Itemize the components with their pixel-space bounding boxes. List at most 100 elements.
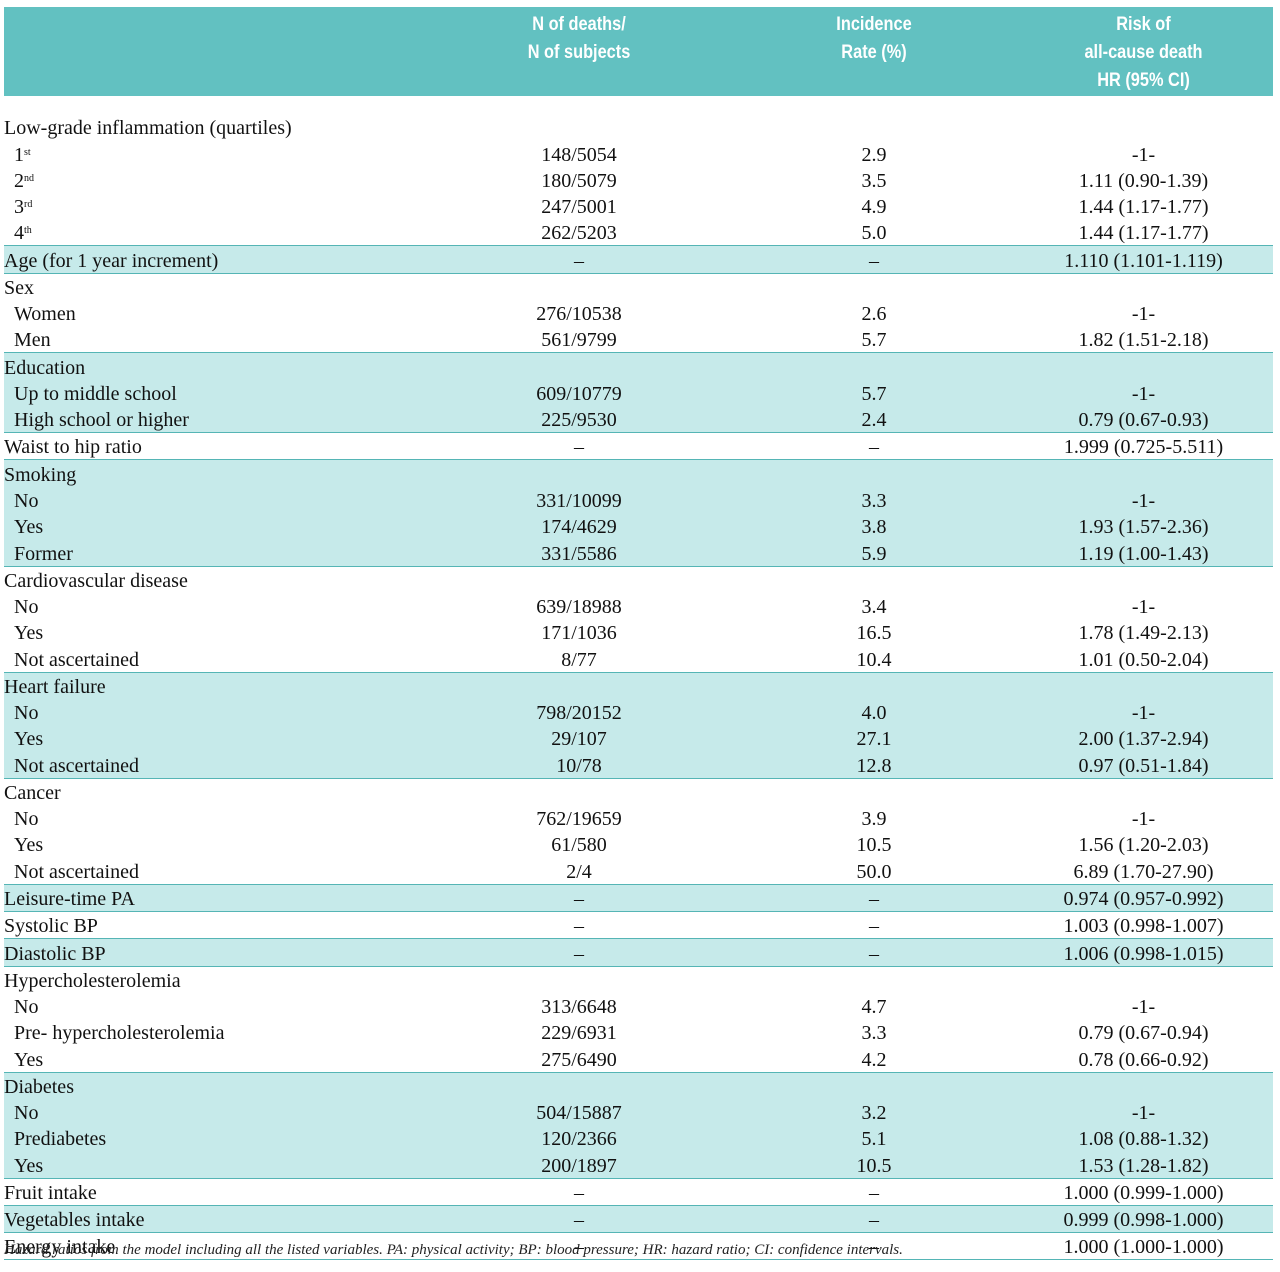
deaths-subjects-cell: 225/9530 xyxy=(424,405,734,433)
table-row: No 762/19659 3.9 -1- xyxy=(4,805,1273,831)
hazard-ratio-cell: 1.53 (1.28-1.82) xyxy=(1014,1151,1273,1179)
hazard-ratio-cell xyxy=(1014,671,1273,699)
header-deaths-line1: N of deaths/ xyxy=(532,14,626,35)
hazard-ratio-cell: -1- xyxy=(1131,596,1156,619)
hazard-ratio-cell xyxy=(1014,352,1273,380)
table-row: Yes 171/1036 16.5 1.78 (1.49-2.13) xyxy=(4,619,1273,645)
deaths-subjects-cell xyxy=(424,272,734,300)
ordinal-suffix: st xyxy=(24,146,31,158)
deaths-subjects-cell: 120/2366 xyxy=(424,1125,734,1152)
hazard-ratio-cell: 0.97 (0.51-1.84) xyxy=(1014,751,1273,779)
table-row: Yes 29/107 27.1 2.00 (1.37-2.94) xyxy=(4,725,1273,752)
row-label: Pre- hypercholesterolemia xyxy=(4,1019,424,1045)
hazard-ratio-cell: 1.01 (0.50-2.04) xyxy=(1078,648,1209,671)
hazard-ratio-cell: 0.79 (0.67-0.93) xyxy=(1014,405,1273,433)
hazard-ratio-cell: 0.999 (0.998-1.000) xyxy=(1014,1204,1273,1233)
row-label: Yes xyxy=(4,831,424,857)
incidence-rate-cell xyxy=(734,1071,1014,1099)
row-label-text: Fruit intake xyxy=(4,1181,97,1204)
table-body: Low-grade inflammation (quartiles) 1st 148… xyxy=(4,96,1273,1261)
table-row: Not ascertained 2/4 50.0 6.89 (1.70-27.90) xyxy=(4,857,1273,884)
header-deaths-subjects: N of deaths/ N of subjects xyxy=(446,7,713,96)
row-label: Waist to hip ratio xyxy=(4,432,424,460)
hazard-ratio-cell: -1- xyxy=(1014,379,1273,406)
header-variable xyxy=(33,7,394,96)
row-label: Not ascertained xyxy=(4,857,424,884)
deaths-subjects-cell: 180/5079 xyxy=(541,169,617,192)
row-label: Yes xyxy=(4,619,424,645)
deaths-subjects-cell xyxy=(424,1071,734,1099)
row-label-text: Smoking xyxy=(4,463,77,486)
hazard-ratio-cell xyxy=(1014,1071,1273,1099)
incidence-rate-cell: 3.8 xyxy=(734,512,1014,540)
row-label-text: Not ascertained xyxy=(14,860,139,883)
incidence-rate-cell: – xyxy=(734,1232,1014,1261)
row-label-text: Yes xyxy=(14,834,44,857)
incidence-rate-cell: – xyxy=(734,1204,1014,1233)
incidence-rate-cell: 3.3 xyxy=(734,486,1014,513)
table-row: Cancer xyxy=(4,777,1273,805)
deaths-subjects-cell: – xyxy=(424,1204,734,1233)
row-label-text: Not ascertained xyxy=(14,648,139,671)
row-label: No xyxy=(4,993,424,1019)
row-label-text: Former xyxy=(14,542,73,565)
hazard-ratio-cell xyxy=(1014,777,1273,805)
row-label: Cancer xyxy=(4,777,424,805)
row-label: Diabetes xyxy=(4,1071,424,1099)
row-label-text: 2 xyxy=(14,169,24,192)
incidence-rate-cell: 3.4 xyxy=(861,596,887,619)
row-label-text: Diabetes xyxy=(4,1075,74,1098)
table-row: 2nd 180/5079 3.5 1.11 (0.90-1.39) xyxy=(4,167,1273,193)
row-label-text: Cardiovascular disease xyxy=(4,569,188,592)
table-row: Heart failure xyxy=(4,671,1273,699)
row-label-text: Men xyxy=(14,329,51,352)
row-label-text: Yes xyxy=(14,728,44,751)
row-label-text: Prediabetes xyxy=(14,1128,107,1151)
deaths-subjects-cell: – xyxy=(424,1177,734,1206)
row-label: No xyxy=(4,698,424,726)
hazard-ratio-cell: -1- xyxy=(1131,303,1156,326)
row-label: Leisure-time PA xyxy=(4,883,424,912)
row-label: Yes xyxy=(4,1151,424,1179)
incidence-rate-cell xyxy=(734,114,1014,140)
hazard-ratio-cell: -1- xyxy=(1131,808,1156,831)
deaths-subjects-cell xyxy=(424,671,734,699)
row-label-text: Education xyxy=(4,356,86,379)
row-label: Sex xyxy=(4,272,424,300)
deaths-subjects-cell xyxy=(424,114,734,140)
spacer-cell xyxy=(734,96,1014,114)
table-header-row: N of deaths/ N of subjects Incidence Rat… xyxy=(4,7,1273,96)
table-row: Yes 275/6490 4.2 0.78 (0.66-0.92) xyxy=(4,1045,1273,1072)
incidence-rate-cell: – xyxy=(734,883,1014,912)
incidence-rate-cell: – xyxy=(734,910,1014,939)
row-label-text: No xyxy=(14,1102,39,1125)
incidence-rate-cell xyxy=(734,565,1014,593)
row-label: Cardiovascular disease xyxy=(4,565,424,593)
deaths-subjects-cell: 275/6490 xyxy=(541,1048,617,1071)
hazard-ratio-cell: 1.006 (0.998-1.015) xyxy=(1014,938,1273,966)
deaths-subjects-cell: 200/1897 xyxy=(424,1151,734,1179)
row-label-text: Pre- hypercholesterolemia xyxy=(14,1022,225,1045)
table-row: Men 561/9799 5.7 1.82 (1.51-2.18) xyxy=(4,326,1273,353)
table-row: No 798/20152 4.0 -1- xyxy=(4,698,1273,726)
row-label-text: Yes xyxy=(14,516,44,539)
hazard-ratio-cell: 1.82 (1.51-2.18) xyxy=(1078,329,1209,352)
deaths-subjects-cell: 61/580 xyxy=(551,834,607,857)
incidence-rate-cell: 27.1 xyxy=(734,725,1014,752)
incidence-rate-cell: – xyxy=(734,938,1014,966)
incidence-rate-cell xyxy=(734,352,1014,380)
row-label-text: No xyxy=(14,702,39,725)
row-label: Not ascertained xyxy=(4,751,424,779)
table-row: 4th 262/5203 5.0 1.44 (1.17-1.77) xyxy=(4,219,1273,246)
deaths-subjects-cell: 276/10538 xyxy=(536,303,622,326)
row-label-text: Yes xyxy=(14,1048,44,1071)
table-row: Pre- hypercholesterolemia 229/6931 3.3 0.79… xyxy=(4,1019,1273,1045)
table-footnote: Hazard ratios from the model including a… xyxy=(4,1242,903,1258)
deaths-subjects-cell: 229/6931 xyxy=(541,1022,617,1045)
incidence-rate-cell: 3.3 xyxy=(861,1022,887,1045)
row-label: Not ascertained xyxy=(4,645,424,672)
deaths-subjects-cell: 798/20152 xyxy=(424,698,734,726)
row-label: Hypercholesterolemia xyxy=(4,965,424,993)
row-label: Smoking xyxy=(4,459,424,487)
row-label: Yes xyxy=(4,512,424,540)
